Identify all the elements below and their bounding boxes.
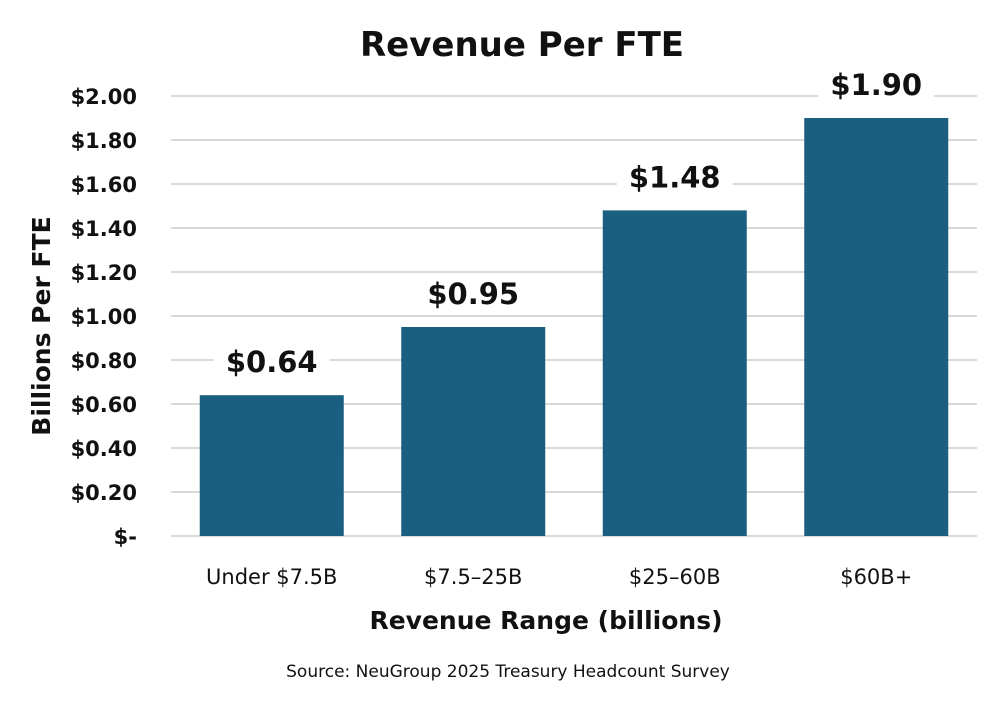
- x-tick-label: Under $7.5B: [206, 565, 337, 589]
- chart-title: Revenue Per FTE: [360, 25, 684, 65]
- bar: [401, 327, 546, 536]
- data-labels: $0.64 $0.95 $1.48 $1.90: [213, 66, 935, 380]
- x-tick-label: $25–60B: [629, 565, 721, 589]
- bar: [602, 210, 747, 536]
- x-axis-title: Revenue Range (billions): [369, 606, 722, 635]
- bar: [804, 118, 949, 536]
- data-label: $0.64: [226, 345, 318, 379]
- data-label-background: [213, 343, 330, 380]
- bar: [199, 395, 344, 536]
- y-axis-ticks: $- $0.20 $0.40 $0.60 $0.80 $1.00 $1.20 $1.40 $1.…: [71, 85, 137, 549]
- y-tick-label: $2.00: [71, 85, 137, 109]
- y-tick-label: $0.80: [71, 349, 137, 373]
- y-tick-label: $1.20: [71, 261, 137, 285]
- data-label-background: [616, 158, 733, 195]
- data-label: $1.90: [830, 68, 922, 102]
- y-tick-label: $1.40: [71, 217, 137, 241]
- source-note: Source: NeuGroup 2025 Treasury Headcount…: [286, 662, 730, 682]
- x-axis-ticks: Under $7.5B $7.5–25B $25–60B $60B+: [206, 565, 912, 589]
- y-axis-title: Billions Per FTE: [27, 216, 56, 435]
- x-tick-label: $60B+: [840, 565, 912, 589]
- data-label: $0.95: [427, 277, 519, 311]
- y-tick-label: $1.00: [71, 305, 137, 329]
- y-tick-label: $0.20: [71, 481, 137, 505]
- data-label-background: [818, 66, 935, 102]
- y-tick-label: $0.60: [71, 393, 137, 417]
- y-tick-label: $1.60: [71, 173, 137, 197]
- bars: [199, 118, 949, 536]
- data-label-background: [415, 275, 532, 311]
- y-tick-label: $1.80: [71, 129, 137, 153]
- y-tick-label: $0.40: [71, 437, 137, 461]
- x-tick-label: $7.5–25B: [424, 565, 522, 589]
- data-label: $1.48: [629, 160, 721, 194]
- y-tick-label: $-: [114, 525, 137, 549]
